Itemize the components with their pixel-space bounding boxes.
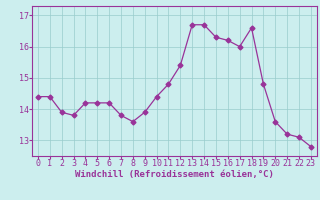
X-axis label: Windchill (Refroidissement éolien,°C): Windchill (Refroidissement éolien,°C) — [75, 170, 274, 179]
